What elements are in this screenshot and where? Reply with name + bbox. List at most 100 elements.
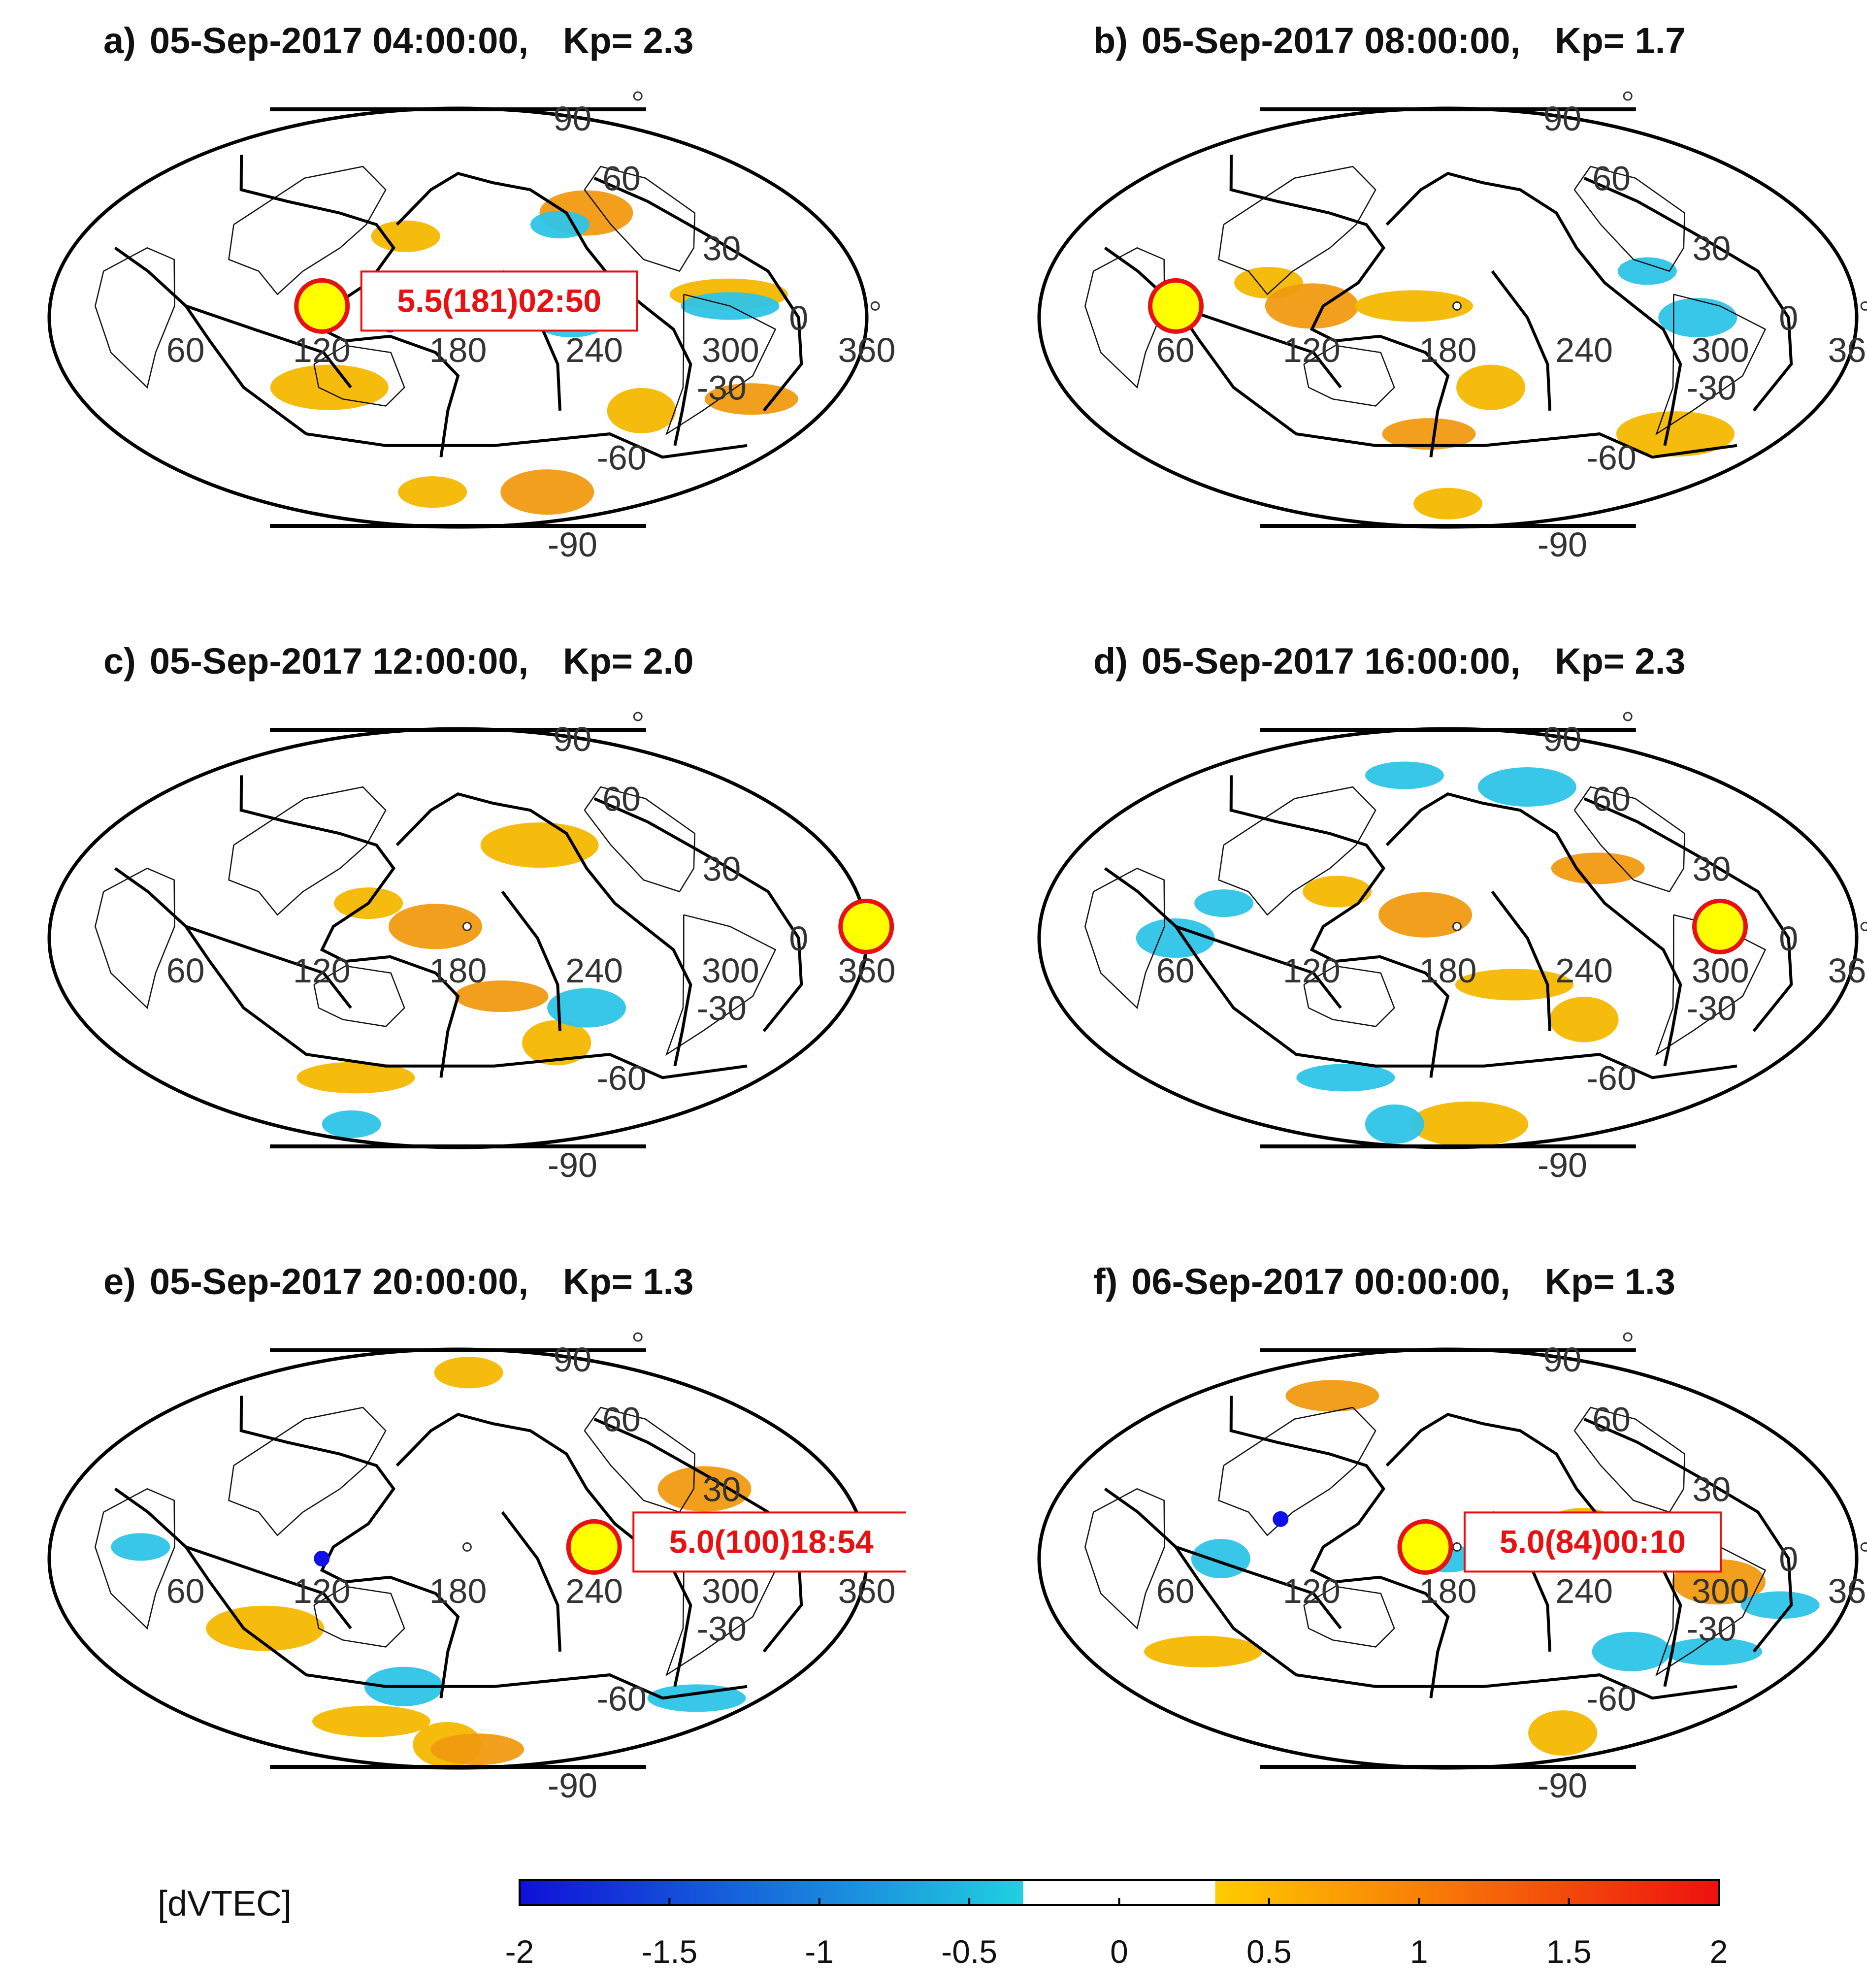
positive-anomaly-patch	[1456, 364, 1526, 410]
coastline	[665, 293, 777, 436]
positive-anomaly-patch	[704, 383, 798, 415]
lon-label: 60	[1156, 951, 1195, 990]
grid-marker	[462, 921, 472, 931]
lat-label: 60	[602, 1401, 641, 1439]
plate-boundary	[1175, 304, 1342, 389]
grid-marker	[1623, 91, 1633, 101]
panel-label: b)	[1093, 20, 1128, 61]
lat-label: 90	[553, 1340, 591, 1379]
lat-label: 60	[1592, 780, 1631, 818]
grid-marker	[633, 1332, 643, 1342]
lat-label: 0	[1779, 919, 1798, 958]
lon-label: 180	[1419, 951, 1477, 990]
positive-anomaly-patch	[1382, 418, 1476, 450]
positive-anomaly-patch	[1616, 411, 1735, 457]
grid-marker	[462, 1542, 472, 1552]
lat-label: -90	[548, 1146, 597, 1184]
plate-boundary	[1583, 1417, 1793, 1653]
panel-title: e) 05-Sep-2017 20:00:00, Kp= 1.3	[103, 1261, 980, 1320]
coastline	[313, 345, 405, 407]
negative-anomaly-patch	[1365, 1104, 1424, 1144]
positive-anomaly-patch	[455, 980, 549, 1012]
lat-label: -60	[597, 1679, 647, 1718]
lon-label: 360	[1828, 331, 1867, 369]
positive-anomaly-patch	[500, 469, 594, 515]
coastline	[1084, 247, 1165, 389]
lat-label: 0	[789, 299, 808, 337]
lat-label: -30	[697, 989, 747, 1028]
lon-label: 180	[1419, 331, 1477, 369]
colorbar-tick-label: 1	[1409, 1933, 1428, 1970]
lat-label: 90	[553, 99, 591, 138]
lon-label: 120	[293, 331, 351, 369]
lat-label: -60	[597, 1059, 647, 1097]
grid-marker	[633, 712, 643, 721]
plate-boundary	[1583, 797, 1793, 1032]
grid-marker	[1860, 921, 1867, 931]
positive-anomaly-patch	[1413, 488, 1482, 520]
plate-boundary	[114, 1487, 748, 1700]
colorbar-tick-label: 2	[1709, 1933, 1728, 1970]
negative-anomaly-patch	[1194, 889, 1254, 917]
plate-boundary	[1491, 890, 1551, 1032]
lon-label: 360	[1828, 1572, 1867, 1610]
positive-anomaly-patch	[522, 1020, 591, 1066]
lon-label: 240	[565, 331, 623, 369]
plate-boundary	[593, 797, 803, 1032]
lon-label: 300	[702, 951, 759, 990]
coastline	[1218, 786, 1376, 916]
negative-anomaly-patch	[1365, 761, 1444, 789]
plate-boundary	[114, 246, 748, 459]
lon-label: 180	[1419, 1572, 1477, 1610]
lon-label: 120	[1283, 1572, 1341, 1610]
positive-anomaly-patch	[607, 388, 676, 433]
panel-title: f) 06-Sep-2017 00:00:00, Kp= 1.3	[1093, 1261, 1867, 1320]
positive-anomaly-patch	[1549, 997, 1619, 1043]
lat-label: -90	[1538, 1146, 1587, 1184]
panel-datetime: 05-Sep-2017 12:00:00,	[149, 641, 529, 682]
coastline	[313, 1586, 405, 1648]
map-panel-b: b) 05-Sep-2017 08:00:00, Kp= 1.7 60 120 180 24…	[1019, 15, 1867, 576]
map-panel-a: a) 05-Sep-2017 04:00:00, Kp= 2.3 60 120 180 24…	[30, 15, 906, 576]
coastline	[95, 1488, 175, 1630]
panel-kp: Kp= 1.3	[563, 1261, 694, 1302]
map-svg: 601201802403003609060300-30-60-905.0(100…	[47, 1332, 906, 1805]
plate-boundary	[114, 867, 748, 1079]
lon-label: 300	[1692, 951, 1749, 990]
plate-boundary	[395, 792, 692, 1067]
lat-label: 0	[789, 919, 808, 958]
positive-anomaly-patch	[1410, 1101, 1529, 1147]
grid-marker	[633, 91, 643, 101]
coastline	[313, 965, 405, 1027]
lon-label: 60	[1156, 1572, 1195, 1610]
positive-anomaly-patch	[371, 220, 440, 252]
lon-label: 360	[838, 951, 896, 990]
earthquake-annotation: 5.5(181)02:50	[360, 270, 638, 332]
panel-title: d) 05-Sep-2017 16:00:00, Kp= 2.3	[1093, 640, 1867, 699]
lat-label: -30	[1687, 989, 1736, 1028]
lat-label: 90	[1543, 1340, 1581, 1379]
plate-boundary	[501, 1511, 561, 1652]
coastline	[228, 165, 387, 295]
plate-boundary	[1229, 1396, 1450, 1698]
lat-label: -30	[1687, 1610, 1736, 1648]
earthquake-annotation: 5.0(84)00:10	[1463, 1511, 1722, 1573]
lon-label: 60	[1156, 331, 1195, 369]
lat-label: -30	[697, 369, 747, 407]
grid-marker	[1452, 921, 1462, 931]
plate-boundary	[1385, 792, 1682, 1067]
lat-label: 90	[553, 720, 591, 758]
positive-anomaly-patch	[270, 364, 389, 410]
lat-label: 30	[702, 849, 741, 888]
lon-label: 300	[702, 1572, 759, 1610]
lat-label: -90	[1538, 525, 1587, 564]
plate-boundary	[239, 775, 460, 1078]
map-panel-d: d) 05-Sep-2017 16:00:00, Kp= 2.3 60 120 180 24…	[1019, 635, 1867, 1197]
colorbar-label: [dVTEC]	[158, 1884, 292, 1923]
lon-label: 60	[166, 331, 205, 369]
colorbar-tick-label: -1	[805, 1933, 834, 1970]
lat-label: 30	[1692, 1470, 1731, 1508]
subsolar-point-marker	[294, 278, 350, 334]
